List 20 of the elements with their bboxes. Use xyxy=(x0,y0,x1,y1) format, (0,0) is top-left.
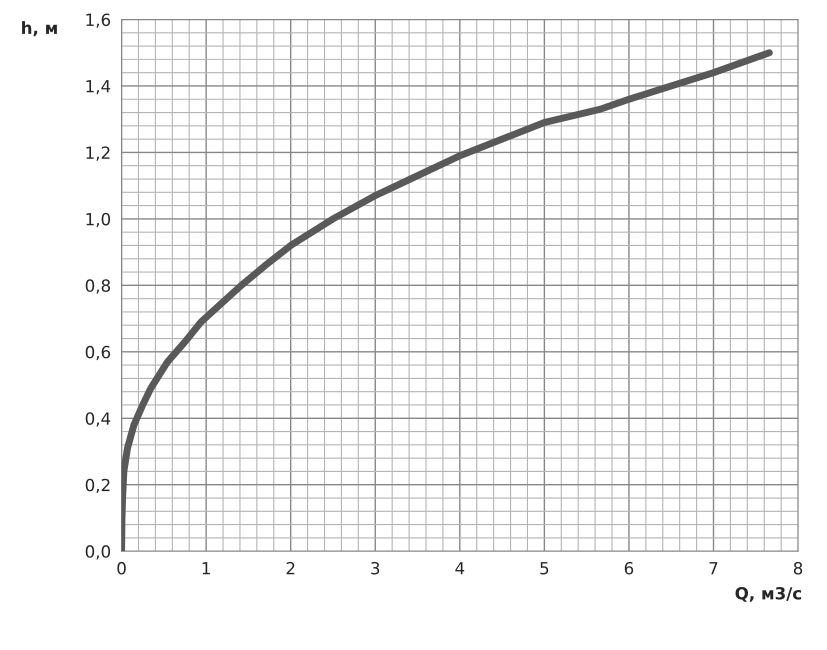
x-tick-label: 8 xyxy=(794,562,802,575)
x-tick-label: 4 xyxy=(455,562,464,574)
y-tick-label: 1,4 xyxy=(86,80,110,94)
x-tick-label: 2 xyxy=(286,562,294,574)
y-tick-label: 0,4 xyxy=(86,412,110,427)
x-tick-label: 5 xyxy=(540,562,548,575)
y-tick-label: 1,0 xyxy=(86,212,110,228)
y-tick-label: 0,6 xyxy=(86,346,110,360)
y-tick-label: 0,2 xyxy=(86,478,110,494)
x-axis-title: Q, м3/с xyxy=(736,586,802,602)
y-tick-label: 0,8 xyxy=(86,279,110,294)
y-tick-label: 1,2 xyxy=(86,146,110,161)
x-tick-label: 7 xyxy=(710,562,718,574)
x-tick-label: 0 xyxy=(117,562,126,575)
y-tick-label: 0,0 xyxy=(86,545,110,560)
x-tick-label: 6 xyxy=(624,562,634,575)
x-tick-label: 3 xyxy=(371,562,380,575)
y-tick-label: 1,6 xyxy=(86,13,110,28)
x-tick-label: 1 xyxy=(202,562,210,574)
y-axis-title: h, м xyxy=(22,21,57,36)
